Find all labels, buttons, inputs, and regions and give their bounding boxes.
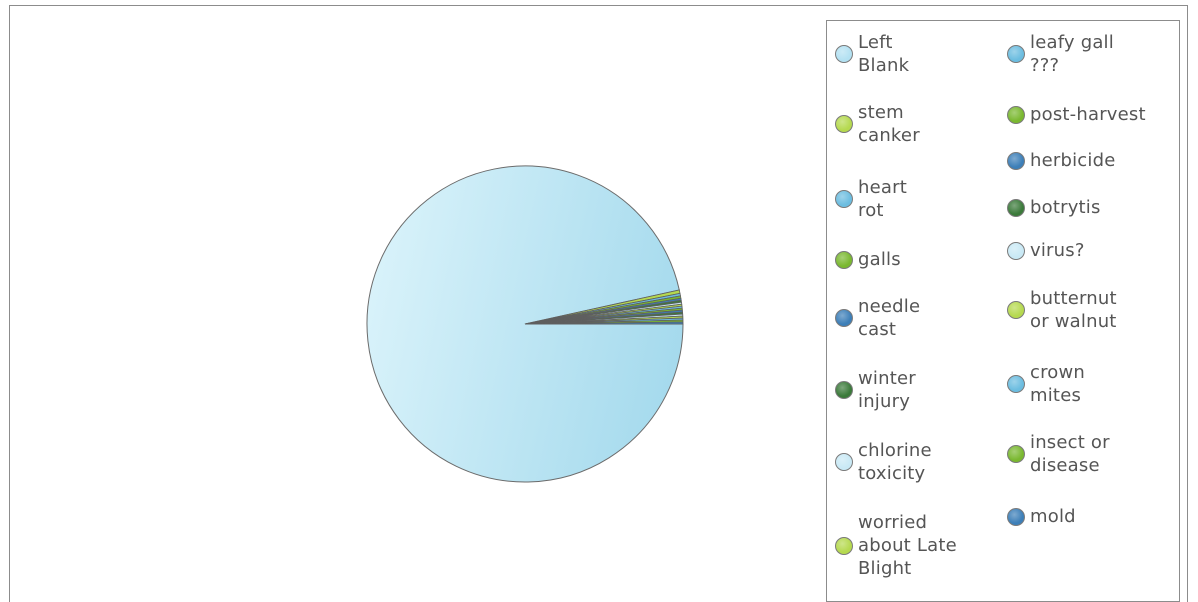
legend-label-8: leafy gall ???: [1030, 32, 1114, 76]
legend-item-16: mold: [1007, 505, 1177, 528]
legend: Left Blank stem canker heart rot galls needl…: [826, 20, 1180, 602]
pie-slice-16: [524, 321, 684, 325]
legend-label-3: galls: [858, 249, 901, 270]
legend-item-1: stem canker: [835, 101, 1005, 147]
legend-label-4: needle cast: [858, 296, 921, 340]
legend-item-4: needle cast: [835, 295, 1005, 341]
legend-label-12: virus?: [1030, 240, 1085, 261]
legend-item-5: winter injury: [835, 367, 1005, 413]
legend-label-16: mold: [1030, 506, 1076, 527]
legend-item-15: insect or disease: [1007, 431, 1177, 477]
legend-item-8: leafy gall ???: [1007, 31, 1177, 77]
legend-swatch-15: [1007, 445, 1025, 463]
legend-item-12: virus?: [1007, 239, 1177, 262]
legend-item-11: botrytis: [1007, 196, 1177, 219]
legend-label-14: crown mites: [1030, 362, 1086, 406]
legend-item-9: post-harvest: [1007, 103, 1177, 126]
pie-chart: [366, 165, 684, 483]
legend-label-11: botrytis: [1030, 197, 1101, 218]
legend-label-15: insect or disease: [1030, 432, 1110, 476]
legend-swatch-6: [835, 453, 853, 471]
legend-label-6: chlorine toxicity: [858, 440, 932, 484]
legend-item-3: galls: [835, 248, 1005, 271]
legend-swatch-0: [835, 45, 853, 63]
legend-swatch-11: [1007, 198, 1025, 217]
legend-label-10: herbicide: [1030, 150, 1116, 171]
legend-item-2: heart rot: [835, 176, 1005, 222]
legend-swatch-3: [835, 250, 853, 269]
legend-label-9: post-harvest: [1030, 104, 1146, 125]
legend-label-0: Left Blank: [858, 32, 910, 76]
legend-label-1: stem canker: [858, 102, 920, 146]
legend-item-13: butternut or walnut: [1007, 287, 1177, 333]
legend-swatch-13: [1007, 301, 1025, 319]
legend-item-0: Left Blank: [835, 31, 1005, 77]
legend-swatch-8: [1007, 45, 1025, 63]
legend-swatch-9: [1007, 105, 1025, 124]
legend-label-5: winter injury: [858, 368, 916, 412]
legend-item-6: chlorine toxicity: [835, 439, 1005, 485]
pie-slices: [366, 165, 684, 483]
legend-item-10: herbicide: [1007, 149, 1177, 172]
legend-swatch-4: [835, 309, 853, 327]
legend-swatch-12: [1007, 241, 1025, 260]
legend-label-7: worried about Late Blight: [858, 512, 957, 579]
legend-item-14: crown mites: [1007, 361, 1177, 407]
legend-swatch-7: [835, 536, 853, 555]
chart-frame: Left Blank stem canker heart rot galls needl…: [9, 5, 1188, 602]
legend-label-13: butternut or walnut: [1030, 288, 1117, 332]
legend-swatch-10: [1007, 151, 1025, 170]
legend-swatch-5: [835, 381, 853, 399]
legend-label-2: heart rot: [858, 177, 907, 221]
legend-swatch-2: [835, 190, 853, 208]
legend-swatch-14: [1007, 375, 1025, 393]
legend-item-7: worried about Late Blight: [835, 511, 1005, 580]
legend-swatch-1: [835, 115, 853, 133]
legend-swatch-16: [1007, 507, 1025, 526]
